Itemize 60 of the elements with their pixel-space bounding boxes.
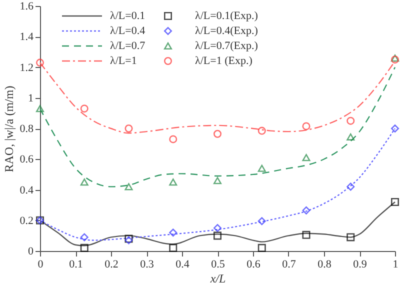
point [346,116,355,125]
point [302,122,310,130]
x-tick-label: 0.6 [246,258,261,270]
legend-label: λ/L=0.7(Exp.) [195,40,258,52]
point [258,244,266,252]
legend-label: λ/L=0.1(Exp.) [195,10,258,22]
legend-label: λ/L=0.4 [110,25,146,37]
point [213,224,222,232]
legend-label: λ/L=0.4(Exp.) [195,25,258,37]
y-axis-title: RAO, |w|/a (m/m) [2,86,16,172]
point [36,58,44,67]
point [258,126,266,135]
x-tick-label: 1 [392,258,398,270]
legend-label: λ/L=1 [110,55,137,67]
point [390,198,400,206]
point [80,104,88,113]
y-tick-label: 0.4 [20,184,34,196]
x-tick-label: 0.9 [353,258,368,270]
point [80,244,88,252]
y-tick-label: 1.6 [20,0,34,12]
point [169,135,178,144]
legend-label: λ/L=0.7 [110,40,146,52]
point [346,133,355,140]
point [258,217,266,226]
x-tick-label: 0.2 [104,258,118,270]
point [258,164,266,172]
point [124,124,133,132]
x-tick-label: 0 [38,258,44,270]
point [390,124,400,133]
y-tick-label: 0.6 [20,154,34,166]
point [169,228,178,237]
x-tick-label: 0.3 [140,258,154,270]
point [213,232,222,240]
x-tick-label: 0.5 [211,258,226,270]
y-tick-label: 1.2 [20,62,34,74]
point [124,183,133,190]
legend-label: λ/L=0.1 [110,10,146,22]
point [302,230,310,239]
point [302,206,310,214]
y-tick-label: 0.2 [20,214,34,227]
legend-label: λ/L=1 (Exp.) [195,55,253,67]
point [169,244,178,252]
point [346,233,355,242]
point [302,154,310,162]
y-tick-label: 0.8 [20,123,34,135]
point [213,177,222,184]
point [36,105,44,112]
point [80,233,88,242]
y-tick-label: 1 [28,92,34,104]
x-tick-label: 0.7 [282,258,296,270]
point [346,182,355,191]
y-tick-label: 1.4 [20,31,34,44]
point [213,130,222,138]
x-tick-label: 0.4 [176,258,190,270]
x-tick-label: 0.8 [318,258,332,270]
y-tick-label: 0 [28,246,34,258]
x-axis-title: x/L [209,272,226,286]
point [169,178,178,186]
x-tick-label: 0.1 [69,258,83,270]
point [80,178,88,186]
